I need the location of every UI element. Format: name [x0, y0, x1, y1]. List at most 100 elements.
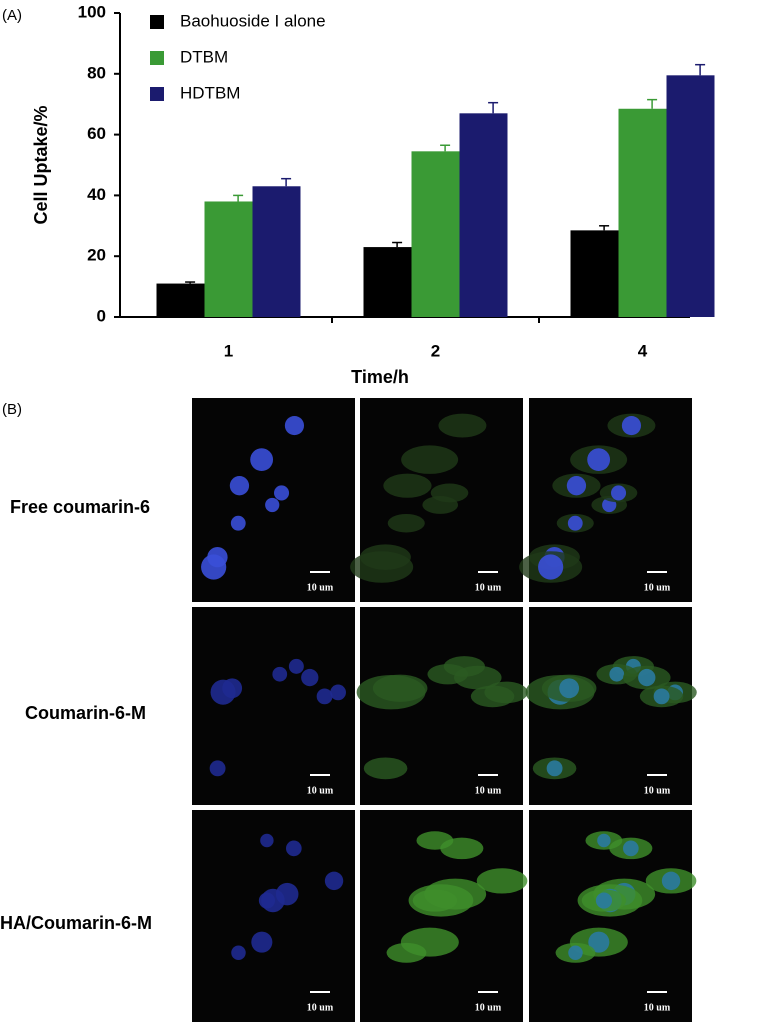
cell-body	[363, 757, 408, 780]
nucleus	[201, 554, 227, 580]
bar	[363, 247, 412, 317]
error-bar	[185, 281, 196, 284]
cell-body	[470, 685, 515, 708]
nucleus	[611, 485, 627, 501]
cell-body	[350, 551, 414, 583]
scale-bar-label: 10 um	[475, 785, 502, 796]
nucleus	[258, 892, 276, 909]
x-tick-label: 1	[224, 341, 233, 360]
error-bar	[695, 63, 706, 76]
nucleus	[231, 945, 246, 961]
cell-body	[386, 942, 427, 963]
nucleus	[559, 678, 580, 699]
y-tick-label: 20	[87, 246, 106, 265]
nucleus	[230, 515, 246, 531]
bar	[570, 230, 619, 317]
bar	[204, 201, 253, 317]
y-tick-label: 80	[87, 63, 106, 82]
y-tick-label: 0	[97, 306, 106, 325]
x-axis-title: Time/h	[351, 367, 409, 387]
x-tick-label: 4	[638, 341, 648, 360]
nucleus	[324, 871, 344, 891]
nucleus	[587, 448, 611, 472]
nucleus	[285, 840, 302, 857]
nucleus	[265, 497, 280, 513]
nucleus	[567, 515, 583, 531]
scale-bar-label: 10 um	[475, 582, 502, 593]
micrograph	[192, 810, 355, 1022]
panel-label: (B)	[2, 401, 22, 418]
nucleus	[597, 833, 611, 848]
y-tick-label: 100	[78, 2, 106, 21]
cell-body	[438, 413, 487, 438]
nucleus	[566, 476, 587, 496]
cell-body	[430, 483, 469, 503]
cell-body	[372, 674, 428, 702]
bar	[666, 75, 715, 317]
scale-bar-label: 10 um	[644, 785, 671, 796]
bar	[252, 186, 301, 317]
error-bar	[233, 194, 244, 202]
bar	[459, 113, 508, 317]
row-label: Coumarin-6-M	[25, 703, 146, 723]
nucleus	[588, 931, 610, 953]
scale-bar-label: 10 um	[307, 582, 334, 593]
legend-swatch	[150, 51, 164, 65]
error-bar	[281, 177, 292, 187]
cell-body	[416, 831, 454, 850]
nucleus	[260, 833, 274, 848]
nucleus	[330, 684, 346, 701]
cell-body	[476, 868, 528, 894]
error-bar	[599, 225, 610, 231]
cell-body	[401, 445, 459, 474]
nucleus	[250, 448, 274, 472]
bar	[411, 151, 460, 317]
scale-bar-label: 10 um	[307, 1002, 334, 1013]
scale-bar-label: 10 um	[644, 1002, 671, 1013]
nucleus	[595, 892, 613, 909]
nucleus	[301, 668, 319, 687]
scale-bar-label: 10 um	[475, 1002, 502, 1013]
nucleus	[284, 415, 305, 436]
row-label: HA/Coumarin-6-M	[0, 913, 152, 933]
bar	[618, 108, 667, 317]
nucleus	[622, 840, 639, 857]
x-tick-label: 2	[431, 341, 440, 360]
nucleus	[621, 415, 642, 436]
legend-swatch	[150, 15, 164, 29]
nucleus	[288, 658, 304, 674]
legend-label: Baohuoside I alone	[180, 11, 326, 30]
nucleus	[653, 688, 670, 705]
nucleus	[546, 760, 563, 777]
y-axis-title: Cell Uptake/%	[31, 105, 51, 224]
cell-body	[387, 513, 425, 533]
error-bar	[440, 144, 451, 152]
error-bar	[647, 98, 658, 109]
nucleus	[272, 666, 288, 682]
nucleus	[274, 485, 290, 501]
nucleus	[209, 760, 226, 777]
nucleus	[538, 554, 564, 580]
legend-label: HDTBM	[180, 83, 240, 102]
nucleus	[609, 666, 625, 682]
nucleus	[638, 668, 656, 687]
cell-body	[454, 665, 502, 690]
y-tick-label: 60	[87, 124, 106, 143]
cell-body	[412, 889, 458, 912]
cell-body	[383, 473, 432, 498]
nucleus	[222, 678, 243, 699]
nucleus	[316, 688, 333, 705]
nucleus	[661, 871, 681, 891]
nucleus	[251, 931, 273, 953]
nucleus	[568, 945, 583, 961]
bar	[156, 283, 205, 317]
error-bar	[488, 101, 499, 114]
nucleus	[229, 476, 250, 496]
scale-bar-label: 10 um	[644, 582, 671, 593]
panel-label: (A)	[2, 7, 22, 24]
legend-label: DTBM	[180, 47, 228, 66]
y-tick-label: 40	[87, 185, 106, 204]
legend-swatch	[150, 87, 164, 101]
row-label: Free coumarin-6	[10, 497, 150, 517]
error-bar	[392, 241, 403, 248]
